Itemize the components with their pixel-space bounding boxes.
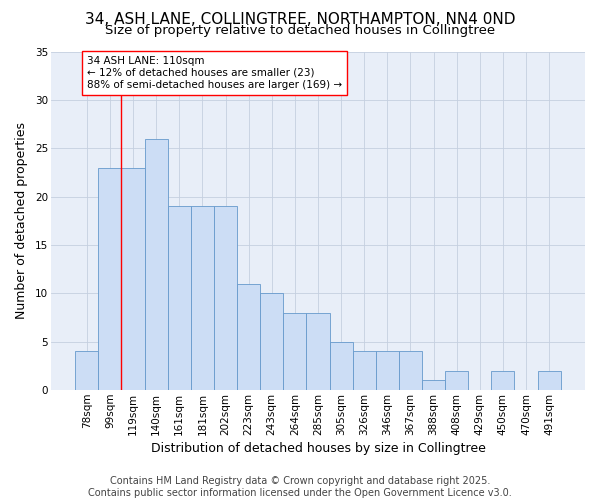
- Bar: [353, 352, 376, 390]
- Bar: [329, 342, 353, 390]
- Bar: [145, 138, 168, 390]
- Text: Contains HM Land Registry data © Crown copyright and database right 2025.
Contai: Contains HM Land Registry data © Crown c…: [88, 476, 512, 498]
- Bar: [422, 380, 445, 390]
- Y-axis label: Number of detached properties: Number of detached properties: [15, 122, 28, 320]
- Text: 34, ASH LANE, COLLINGTREE, NORTHAMPTON, NN4 0ND: 34, ASH LANE, COLLINGTREE, NORTHAMPTON, …: [85, 12, 515, 28]
- Text: 34 ASH LANE: 110sqm
← 12% of detached houses are smaller (23)
88% of semi-detach: 34 ASH LANE: 110sqm ← 12% of detached ho…: [87, 56, 342, 90]
- Bar: [168, 206, 191, 390]
- Bar: [121, 168, 145, 390]
- X-axis label: Distribution of detached houses by size in Collingtree: Distribution of detached houses by size …: [151, 442, 485, 455]
- Bar: [376, 352, 399, 390]
- Bar: [237, 284, 260, 390]
- Text: Size of property relative to detached houses in Collingtree: Size of property relative to detached ho…: [105, 24, 495, 37]
- Bar: [307, 312, 329, 390]
- Bar: [445, 371, 468, 390]
- Bar: [399, 352, 422, 390]
- Bar: [491, 371, 514, 390]
- Bar: [260, 294, 283, 390]
- Bar: [283, 312, 307, 390]
- Bar: [538, 371, 561, 390]
- Bar: [98, 168, 121, 390]
- Bar: [75, 352, 98, 390]
- Bar: [214, 206, 237, 390]
- Bar: [191, 206, 214, 390]
